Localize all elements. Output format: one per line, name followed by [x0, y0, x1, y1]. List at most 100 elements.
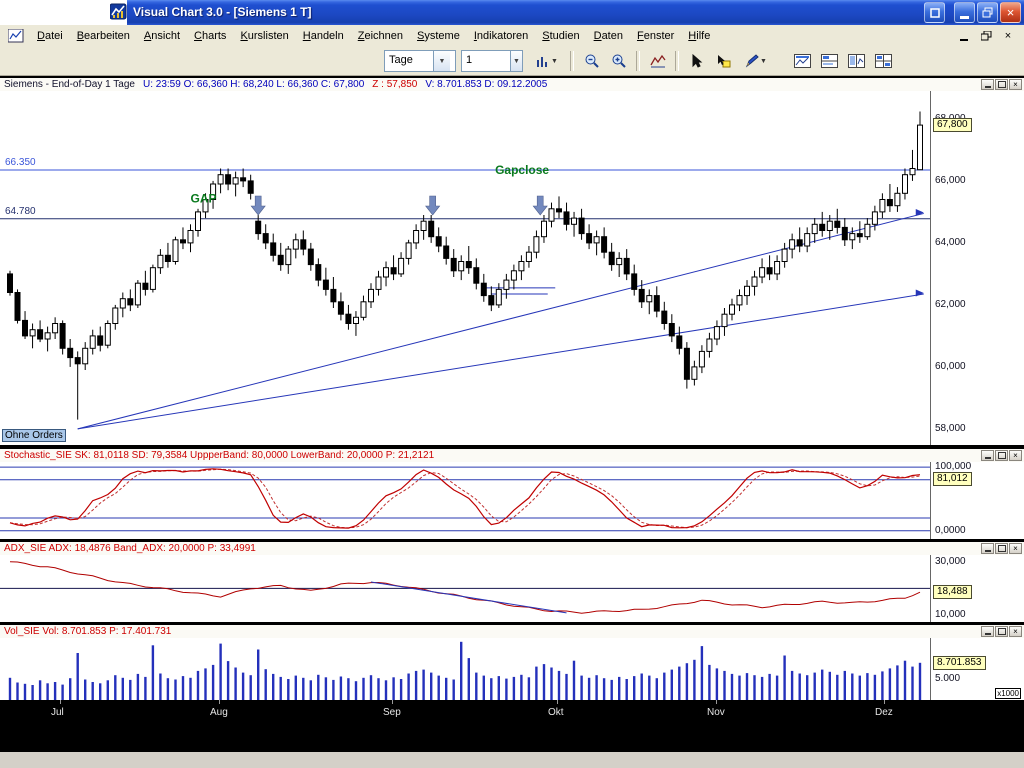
titlebar-white-patch	[0, 0, 127, 25]
panel-close-button[interactable]: ×	[1009, 450, 1022, 461]
chevron-down-icon[interactable]: ▼	[433, 51, 450, 71]
menu-indikatoren[interactable]: Indikatoren	[473, 30, 529, 42]
zigzag-line-icon	[649, 54, 666, 68]
panel-minimize-button[interactable]	[981, 626, 994, 637]
mdi-close-icon[interactable]: ×	[1004, 30, 1012, 42]
menu-bearbeiten[interactable]: Bearbeiten	[76, 30, 130, 42]
stochastic-panel: Stochastic_SIE SK: 81,0118 SD: 79,3584 U…	[0, 449, 1024, 539]
toolbar-separator	[570, 51, 574, 71]
volume-date-values: V: 8.701.853 D: 09.12.2005	[425, 79, 548, 90]
menu-bar: Datei Bearbeiten Ansicht Charts Kurslist…	[0, 25, 1024, 47]
period-combobox[interactable]: Tage ▼	[384, 50, 456, 72]
panel-close-button[interactable]: ×	[1009, 543, 1022, 554]
last-value-marker: 18,488	[933, 585, 972, 600]
panel-close-button[interactable]: ×	[1009, 79, 1022, 90]
scale-tick-label: 62,000	[935, 298, 966, 310]
pen-icon	[745, 54, 759, 68]
chart-type-button[interactable]: ▼	[529, 49, 565, 73]
volume-scale[interactable]: x1000 5.000 8.701.853	[930, 638, 1024, 700]
chevron-down-icon[interactable]: ▼	[510, 51, 522, 71]
price-panel: Siemens - End-of-Day 1 Tage U: 23:59 O: …	[0, 78, 1024, 445]
cursor-highlight-icon	[718, 55, 731, 68]
adx-scale[interactable]: 30,000 10,000 18,488	[930, 555, 1024, 622]
volume-info-text: Vol_SIE Vol: 8.701.853 P: 17.401.731	[4, 626, 172, 637]
menu-kurslisten[interactable]: Kurslisten	[240, 30, 289, 42]
chevron-down-icon: ▼	[760, 57, 767, 65]
window-extra-button[interactable]	[924, 2, 945, 23]
window-controls: ×	[924, 2, 1021, 23]
bar-chart-icon	[537, 56, 548, 67]
panel-window-controls: ×	[981, 79, 1022, 90]
panel-window-controls: ×	[981, 450, 1022, 461]
menu-hilfe[interactable]: Hilfe	[688, 30, 711, 42]
x-axis-month-label: Okt	[548, 707, 564, 718]
time-axis[interactable]: Jul Aug Sep Okt Nov Dez	[0, 700, 1024, 722]
pointer-tool-button[interactable]	[684, 49, 709, 73]
panel-minimize-button[interactable]	[981, 450, 994, 461]
menu-studien[interactable]: Studien	[542, 30, 580, 42]
x-axis-month-label: Sep	[383, 707, 401, 718]
menu-daten[interactable]: Daten	[593, 30, 623, 42]
draw-pen-button[interactable]: ▼	[738, 49, 774, 73]
title-bar[interactable]: Visual Chart 3.0 - [Siemens 1 T] ×	[0, 0, 1024, 25]
app-icon[interactable]	[109, 3, 128, 21]
last-value-marker: 81,012	[933, 472, 972, 487]
menu-systeme[interactable]: Systeme	[417, 30, 460, 42]
stochastic-chart[interactable]	[0, 462, 930, 539]
adx-info-text: ADX_SIE ADX: 18,4876 Band_ADX: 20,0000 P…	[4, 543, 256, 554]
chart-workspace: Siemens - End-of-Day 1 Tage U: 23:59 O: …	[0, 76, 1024, 752]
volume-chart[interactable]	[0, 638, 930, 700]
panel-maximize-button[interactable]	[995, 450, 1008, 461]
panel-maximize-button[interactable]	[995, 79, 1008, 90]
menu-ansicht[interactable]: Ansicht	[143, 30, 181, 42]
layout-two-charts-button[interactable]	[817, 49, 842, 73]
cursor-arrow-icon	[692, 54, 703, 68]
menu-zeichnen[interactable]: Zeichnen	[357, 30, 404, 42]
panel-minimize-button[interactable]	[981, 79, 994, 90]
panel-maximize-button[interactable]	[995, 626, 1008, 637]
svg-text:Gapclose: Gapclose	[495, 163, 549, 177]
panel-minimize-button[interactable]	[981, 543, 994, 554]
mdi-minimize-icon[interactable]	[956, 29, 972, 43]
mdi-restore-icon[interactable]	[978, 29, 994, 43]
stochastic-info-text: Stochastic_SIE SK: 81,0118 SD: 79,3584 U…	[4, 450, 435, 461]
last-value-marker: 8.701.853	[933, 655, 986, 670]
menu-handeln[interactable]: Handeln	[302, 30, 344, 42]
layout-single-chart-button[interactable]	[790, 49, 815, 73]
toolbar-separator	[636, 51, 640, 71]
menu-charts[interactable]: Charts	[194, 30, 227, 42]
zoom-in-button[interactable]	[606, 49, 631, 73]
scale-tick-label: 66,000	[935, 174, 966, 186]
layout-grid-charts-button[interactable]	[871, 49, 896, 73]
volume-infobar: Vol_SIE Vol: 8.701.853 P: 17.401.731 ×	[0, 625, 1024, 638]
panel-close-button[interactable]: ×	[1009, 626, 1022, 637]
layout-three-charts-button[interactable]	[844, 49, 869, 73]
menu-datei[interactable]: Datei	[37, 30, 63, 42]
zoom-out-button[interactable]	[579, 49, 604, 73]
adx-chart[interactable]	[0, 555, 930, 622]
scale-tick-label: 30,000	[935, 555, 966, 567]
adx-plot-svg	[0, 561, 930, 614]
stochastic-infobar: Stochastic_SIE SK: 81,0118 SD: 79,3584 U…	[0, 449, 1024, 462]
close-button[interactable]: ×	[1000, 2, 1021, 23]
minimize-button[interactable]	[954, 2, 975, 23]
month-tick	[219, 700, 220, 704]
restore-button[interactable]	[977, 2, 998, 23]
window-layout-buttons	[789, 49, 897, 73]
chart-document-icon[interactable]	[7, 28, 24, 43]
adx-infobar: ADX_SIE ADX: 18,4876 Band_ADX: 20,0000 P…	[0, 542, 1024, 555]
line-study-button[interactable]	[645, 49, 670, 73]
interval-value: 1	[466, 54, 473, 66]
panel-maximize-button[interactable]	[995, 543, 1008, 554]
price-scale[interactable]: 68,00066,00064,00062,00060,00058,00067,8…	[930, 91, 1024, 445]
toolbar-separator	[675, 51, 679, 71]
zoom-in-icon	[612, 54, 626, 68]
pointer-select-tool-button[interactable]	[711, 49, 736, 73]
stochastic-scale[interactable]: 100,000 0,0000 81,012	[930, 462, 1024, 539]
scale-tick-label: 0,0000	[935, 524, 966, 536]
zoom-out-icon	[585, 54, 599, 68]
candlestick-chart[interactable]: Ohne Orders GAP Gapclose 66.350 64.780	[0, 91, 930, 445]
menu-fenster[interactable]: Fenster	[636, 30, 675, 42]
volume-panel: Vol_SIE Vol: 8.701.853 P: 17.401.731 × x…	[0, 625, 1024, 700]
interval-combobox[interactable]: 1 ▼	[461, 50, 523, 72]
